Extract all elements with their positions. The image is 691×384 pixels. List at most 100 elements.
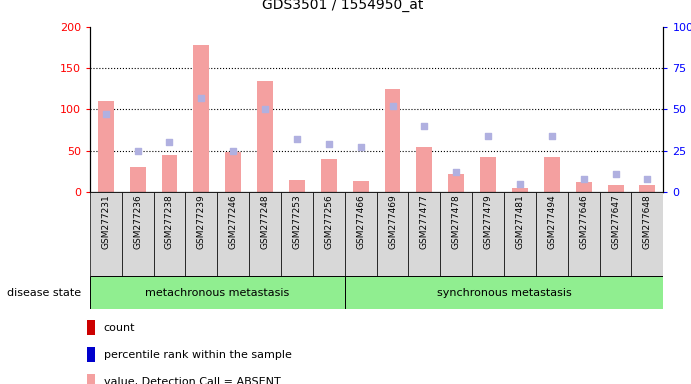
Bar <box>193 45 209 192</box>
Text: GSM277236: GSM277236 <box>133 195 142 249</box>
Point <box>292 136 303 142</box>
Point <box>227 148 239 154</box>
Text: disease state: disease state <box>7 288 81 298</box>
Text: percentile rank within the sample: percentile rank within the sample <box>104 350 292 360</box>
Bar <box>385 89 401 192</box>
Text: GSM277494: GSM277494 <box>547 195 556 249</box>
Text: GSM277466: GSM277466 <box>356 195 365 249</box>
Bar <box>639 185 655 192</box>
Point <box>100 111 111 118</box>
Text: GSM277231: GSM277231 <box>102 195 111 249</box>
Bar <box>600 27 632 192</box>
Text: GSM277648: GSM277648 <box>643 195 652 249</box>
Point <box>419 123 430 129</box>
Bar <box>448 174 464 192</box>
Bar <box>632 192 663 276</box>
Text: GSM277646: GSM277646 <box>579 195 588 249</box>
Bar <box>90 192 122 276</box>
Bar <box>185 27 217 192</box>
Bar <box>440 192 472 276</box>
Point <box>387 103 398 109</box>
Bar <box>281 192 313 276</box>
Bar <box>472 192 504 276</box>
Bar <box>313 27 345 192</box>
Bar <box>185 192 217 276</box>
Text: GSM277481: GSM277481 <box>515 195 524 249</box>
Bar <box>225 152 241 192</box>
Point <box>610 171 621 177</box>
Bar <box>257 81 273 192</box>
Text: GSM277469: GSM277469 <box>388 195 397 249</box>
Bar <box>90 27 122 192</box>
Bar <box>417 147 433 192</box>
Text: GSM277238: GSM277238 <box>165 195 174 249</box>
Bar <box>544 157 560 192</box>
Point <box>642 176 653 182</box>
Text: GSM277246: GSM277246 <box>229 195 238 249</box>
Bar <box>568 27 600 192</box>
Text: GSM277479: GSM277479 <box>484 195 493 249</box>
Bar <box>162 155 178 192</box>
Bar <box>472 27 504 192</box>
Bar <box>98 101 114 192</box>
Bar <box>377 192 408 276</box>
Bar <box>153 27 185 192</box>
Bar <box>504 27 536 192</box>
Text: GSM277478: GSM277478 <box>452 195 461 249</box>
Bar <box>217 27 249 192</box>
Bar <box>576 182 591 192</box>
Bar <box>345 192 377 276</box>
Point <box>514 181 525 187</box>
Bar <box>122 192 153 276</box>
Point <box>132 148 143 154</box>
Bar <box>217 192 249 276</box>
Text: GSM277239: GSM277239 <box>197 195 206 249</box>
Text: value, Detection Call = ABSENT: value, Detection Call = ABSENT <box>104 377 281 384</box>
Bar <box>289 180 305 192</box>
Text: GSM277248: GSM277248 <box>261 195 269 249</box>
Bar <box>352 181 368 192</box>
Point <box>260 106 271 113</box>
Point <box>578 176 589 182</box>
Point <box>196 95 207 101</box>
Point <box>323 141 334 147</box>
Text: GDS3501 / 1554950_at: GDS3501 / 1554950_at <box>262 0 424 12</box>
Bar <box>377 27 408 192</box>
Text: GSM277256: GSM277256 <box>324 195 333 249</box>
Bar <box>512 188 528 192</box>
Bar <box>249 192 281 276</box>
Bar <box>568 192 600 276</box>
Bar <box>536 192 568 276</box>
Bar <box>607 185 623 192</box>
Bar <box>313 192 345 276</box>
Text: count: count <box>104 323 135 333</box>
Text: metachronous metastasis: metachronous metastasis <box>145 288 290 298</box>
Point <box>355 144 366 151</box>
Bar <box>90 276 345 309</box>
Bar <box>249 27 281 192</box>
Bar <box>408 192 440 276</box>
Text: GSM277477: GSM277477 <box>420 195 429 249</box>
Bar <box>88 374 95 384</box>
Bar <box>153 192 185 276</box>
Bar <box>130 167 146 192</box>
Bar <box>536 27 568 192</box>
Point <box>164 139 175 146</box>
Bar <box>600 192 632 276</box>
Point <box>451 169 462 175</box>
Bar <box>408 27 440 192</box>
Text: GSM277253: GSM277253 <box>292 195 301 249</box>
Bar <box>122 27 153 192</box>
Point <box>482 133 493 139</box>
Bar <box>504 192 536 276</box>
Bar <box>321 159 337 192</box>
Point <box>547 133 558 139</box>
Bar <box>632 27 663 192</box>
Bar <box>345 276 663 309</box>
Bar <box>281 27 313 192</box>
Text: synchronous metastasis: synchronous metastasis <box>437 288 571 298</box>
Bar <box>88 347 95 362</box>
Bar <box>440 27 472 192</box>
Bar <box>480 157 496 192</box>
Bar <box>345 27 377 192</box>
